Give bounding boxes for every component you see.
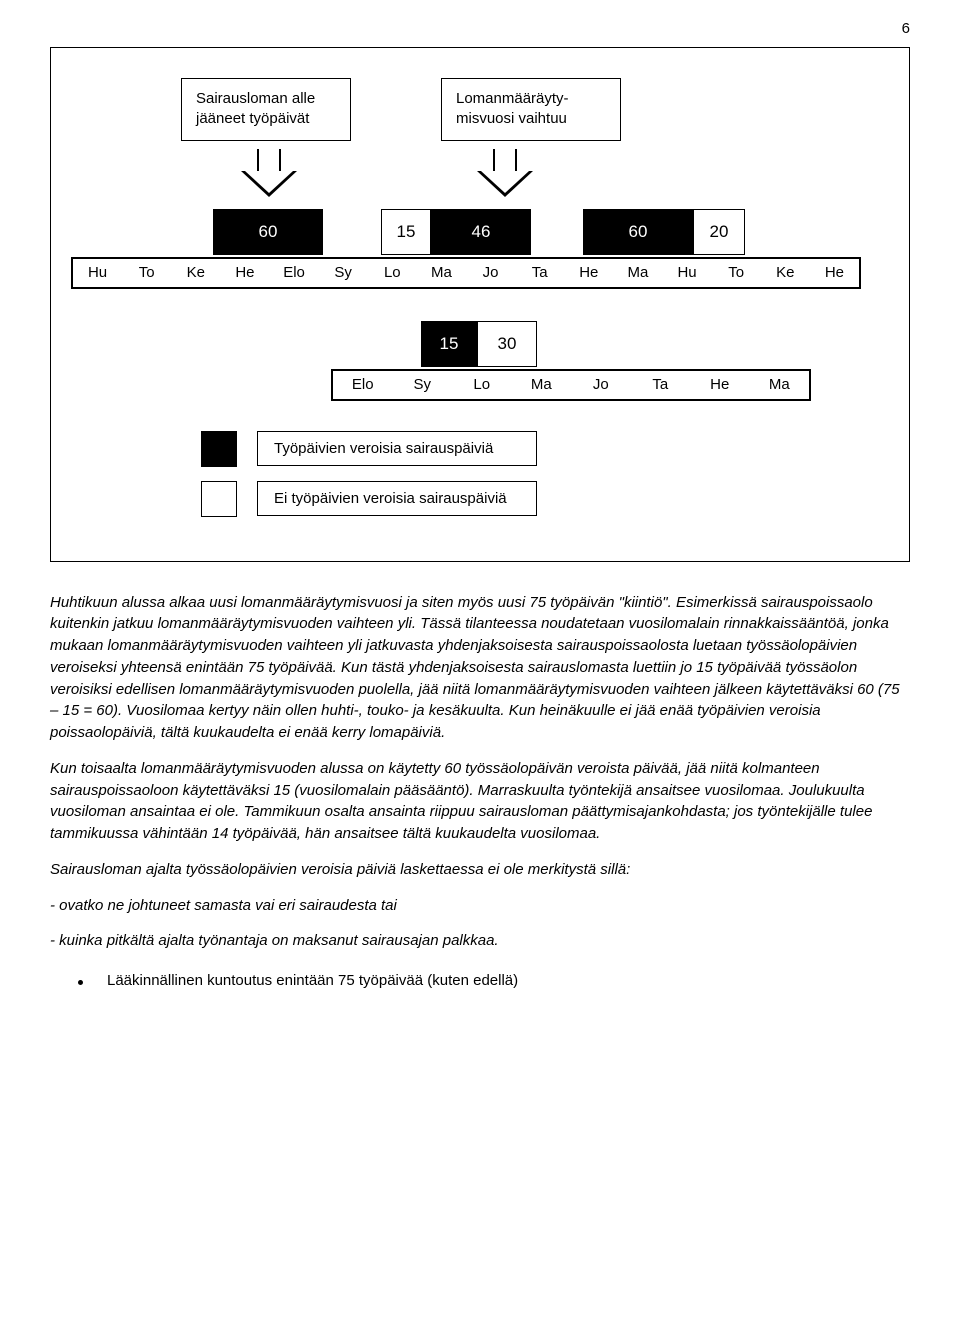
timeline-block: 20 xyxy=(693,209,745,255)
legend: Työpäivien veroisia sairauspäiviä Ei työ… xyxy=(201,431,889,517)
paragraph: Huhtikuun alussa alkaa uusi lomanmääräyt… xyxy=(50,592,910,744)
bullet-item: Lääkinnällinen kuntoutus enintään 75 työ… xyxy=(78,972,910,989)
callout-left: Sairausloman alle jääneet työpäivät xyxy=(181,78,351,141)
month-cell: Elo xyxy=(333,376,393,393)
month-cell: Lo xyxy=(368,264,417,281)
month-cell: Ma xyxy=(613,264,662,281)
arrow-row xyxy=(241,149,889,199)
down-arrow-icon xyxy=(477,149,533,199)
month-cell: He xyxy=(810,264,859,281)
timeline-1: 6015466020 HuToKeHeEloSyLoMaJoTaHeMaHuTo… xyxy=(71,211,861,289)
legend-swatch-white xyxy=(201,481,237,517)
legend-row-white: Ei työpäivien veroisia sairauspäiviä xyxy=(201,481,889,517)
timeline-block: 15 xyxy=(421,321,477,367)
month-cell: To xyxy=(122,264,171,281)
timeline-block: 46 xyxy=(431,209,531,255)
month-cell: Jo xyxy=(466,264,515,281)
month-cell: Jo xyxy=(571,376,631,393)
bullet-text: Lääkinnällinen kuntoutus enintään 75 työ… xyxy=(107,972,518,989)
page-number: 6 xyxy=(50,20,910,37)
timeline-block: 30 xyxy=(477,321,537,367)
timeline-block: 60 xyxy=(583,209,693,255)
timeline-2-blocks: 1530 xyxy=(331,323,811,369)
legend-label-black: Työpäivien veroisia sairauspäiviä xyxy=(257,431,537,466)
timeline-block: 15 xyxy=(381,209,431,255)
timeline-1-blocks: 6015466020 xyxy=(71,211,861,257)
callout-right: Lomanmääräyty-misvuosi vaihtuu xyxy=(441,78,621,141)
paragraph: Sairausloman ajalta työssäolopäivien ver… xyxy=(50,859,910,881)
month-cell: Ma xyxy=(417,264,466,281)
month-cell: He xyxy=(690,376,750,393)
down-arrow-icon xyxy=(241,149,297,199)
paragraph: - kuinka pitkältä ajalta työnantaja on m… xyxy=(50,930,910,952)
legend-row-black: Työpäivien veroisia sairauspäiviä xyxy=(201,431,889,467)
paragraph: - ovatko ne johtuneet samasta vai eri sa… xyxy=(50,895,910,917)
month-cell: Hu xyxy=(73,264,122,281)
timeline-2-months: EloSyLoMaJoTaHeMa xyxy=(331,369,811,401)
month-cell: Lo xyxy=(452,376,512,393)
timeline-2: 1530 EloSyLoMaJoTaHeMa xyxy=(331,323,811,401)
month-cell: To xyxy=(712,264,761,281)
month-cell: Ta xyxy=(631,376,691,393)
month-cell: Elo xyxy=(270,264,319,281)
month-cell: Ma xyxy=(512,376,572,393)
timeline-1-months: HuToKeHeEloSyLoMaJoTaHeMaHuToKeHe xyxy=(71,257,861,289)
month-cell: Ke xyxy=(761,264,810,281)
timeline-block: 60 xyxy=(213,209,323,255)
month-cell: Ke xyxy=(171,264,220,281)
month-cell: Ma xyxy=(750,376,810,393)
month-cell: Sy xyxy=(393,376,453,393)
callout-row: Sairausloman alle jääneet työpäivät Loma… xyxy=(181,78,889,141)
month-cell: Hu xyxy=(663,264,712,281)
body-text: Huhtikuun alussa alkaa uusi lomanmääräyt… xyxy=(50,592,910,953)
month-cell: Ta xyxy=(515,264,564,281)
legend-label-white: Ei työpäivien veroisia sairauspäiviä xyxy=(257,481,537,516)
month-cell: Sy xyxy=(319,264,368,281)
bullet-dot-icon xyxy=(78,980,83,985)
month-cell: He xyxy=(220,264,269,281)
month-cell: He xyxy=(564,264,613,281)
paragraph: Kun toisaalta lomanmääräytymisvuoden alu… xyxy=(50,758,910,845)
legend-swatch-black xyxy=(201,431,237,467)
diagram-frame: Sairausloman alle jääneet työpäivät Loma… xyxy=(50,47,910,562)
